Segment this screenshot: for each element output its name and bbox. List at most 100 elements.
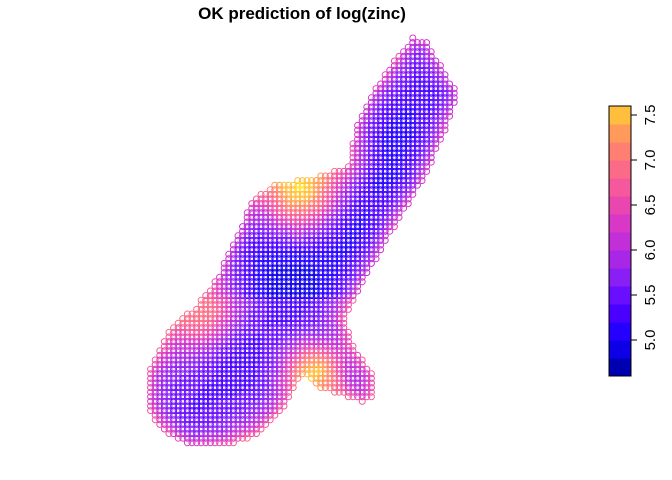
grid-cell bbox=[372, 112, 380, 120]
grid-cell bbox=[312, 236, 320, 244]
grid-cell bbox=[197, 356, 205, 364]
grid-cell bbox=[312, 374, 320, 382]
grid-cell bbox=[275, 402, 283, 410]
grid-cell bbox=[257, 397, 265, 405]
grid-cell bbox=[344, 218, 352, 226]
grid-cell bbox=[354, 190, 362, 198]
grid-cell bbox=[252, 324, 260, 332]
grid-cell bbox=[202, 439, 210, 447]
grid-cell bbox=[317, 200, 325, 208]
grid-cell bbox=[165, 342, 173, 350]
grid-cell bbox=[271, 241, 279, 249]
grid-cell bbox=[308, 259, 316, 267]
grid-cell bbox=[372, 200, 380, 208]
grid-cell bbox=[298, 209, 306, 217]
grid-cell bbox=[248, 430, 256, 438]
grid-cell bbox=[234, 434, 242, 442]
grid-cell bbox=[197, 379, 205, 387]
grid-cell bbox=[266, 241, 274, 249]
grid-cell bbox=[225, 425, 233, 433]
grid-cell bbox=[335, 356, 343, 364]
grid-cell bbox=[331, 236, 339, 244]
grid-cell bbox=[354, 356, 362, 364]
grid-cell bbox=[340, 319, 348, 327]
grid-cell bbox=[381, 232, 389, 240]
grid-cell bbox=[372, 158, 380, 166]
grid-cell bbox=[266, 310, 274, 318]
grid-cell bbox=[271, 384, 279, 392]
grid-cell bbox=[344, 278, 352, 286]
grid-cell bbox=[363, 108, 371, 116]
grid-cell bbox=[308, 213, 316, 221]
grid-cell bbox=[372, 103, 380, 111]
grid-cell bbox=[390, 213, 398, 221]
grid-cell bbox=[446, 80, 454, 88]
grid-cell bbox=[335, 361, 343, 369]
grid-cell bbox=[206, 328, 214, 336]
grid-cell bbox=[363, 103, 371, 111]
grid-cell bbox=[275, 282, 283, 290]
grid-cell bbox=[174, 324, 182, 332]
grid-cell bbox=[271, 273, 279, 281]
grid-cell bbox=[363, 190, 371, 198]
grid-cell bbox=[413, 39, 421, 47]
grid-cell bbox=[418, 43, 426, 51]
grid-cell bbox=[266, 374, 274, 382]
grid-cell bbox=[160, 374, 168, 382]
grid-cell bbox=[285, 365, 293, 373]
grid-cell bbox=[423, 85, 431, 93]
grid-cell bbox=[252, 218, 260, 226]
grid-cell bbox=[326, 255, 334, 263]
grid-cell bbox=[308, 351, 316, 359]
grid-cell bbox=[413, 181, 421, 189]
grid-cell bbox=[377, 158, 385, 166]
grid-cell bbox=[427, 57, 435, 65]
grid-cell bbox=[446, 112, 454, 120]
grid-cell bbox=[308, 273, 316, 281]
grid-cell bbox=[216, 351, 224, 359]
grid-cell bbox=[275, 278, 283, 286]
grid-cell bbox=[289, 333, 297, 341]
grid-cell bbox=[229, 416, 237, 424]
grid-cell bbox=[289, 370, 297, 378]
grid-cell bbox=[211, 338, 219, 346]
grid-cell bbox=[340, 236, 348, 244]
grid-cell bbox=[294, 195, 302, 203]
grid-cell bbox=[243, 416, 251, 424]
grid-cell bbox=[243, 264, 251, 272]
grid-cell bbox=[206, 434, 214, 442]
grid-cell bbox=[206, 430, 214, 438]
grid-cell bbox=[404, 121, 412, 129]
grid-cell bbox=[197, 315, 205, 323]
grid-cell bbox=[418, 108, 426, 116]
grid-cell bbox=[395, 89, 403, 97]
grid-cell bbox=[363, 112, 371, 120]
grid-cell bbox=[400, 57, 408, 65]
grid-cell bbox=[344, 379, 352, 387]
grid-cell bbox=[363, 149, 371, 157]
grid-cell bbox=[349, 379, 357, 387]
grid-cell bbox=[321, 305, 329, 313]
grid-cell bbox=[193, 388, 201, 396]
grid-cell bbox=[395, 186, 403, 194]
grid-cell bbox=[280, 333, 288, 341]
grid-cell bbox=[381, 163, 389, 171]
grid-cell bbox=[225, 379, 233, 387]
grid-cell bbox=[344, 172, 352, 180]
grid-cell bbox=[266, 269, 274, 277]
grid-cell bbox=[354, 361, 362, 369]
grid-cell bbox=[303, 370, 311, 378]
grid-cell bbox=[289, 342, 297, 350]
grid-cell bbox=[275, 236, 283, 244]
grid-cell bbox=[372, 149, 380, 157]
grid-cell bbox=[331, 301, 339, 309]
grid-cell bbox=[225, 338, 233, 346]
legend-bin bbox=[609, 232, 631, 251]
grid-cell bbox=[248, 397, 256, 405]
grid-cell bbox=[179, 393, 187, 401]
grid-cell bbox=[308, 204, 316, 212]
grid-cell bbox=[423, 66, 431, 74]
grid-cell bbox=[271, 379, 279, 387]
grid-cell bbox=[220, 370, 228, 378]
grid-cell bbox=[280, 319, 288, 327]
